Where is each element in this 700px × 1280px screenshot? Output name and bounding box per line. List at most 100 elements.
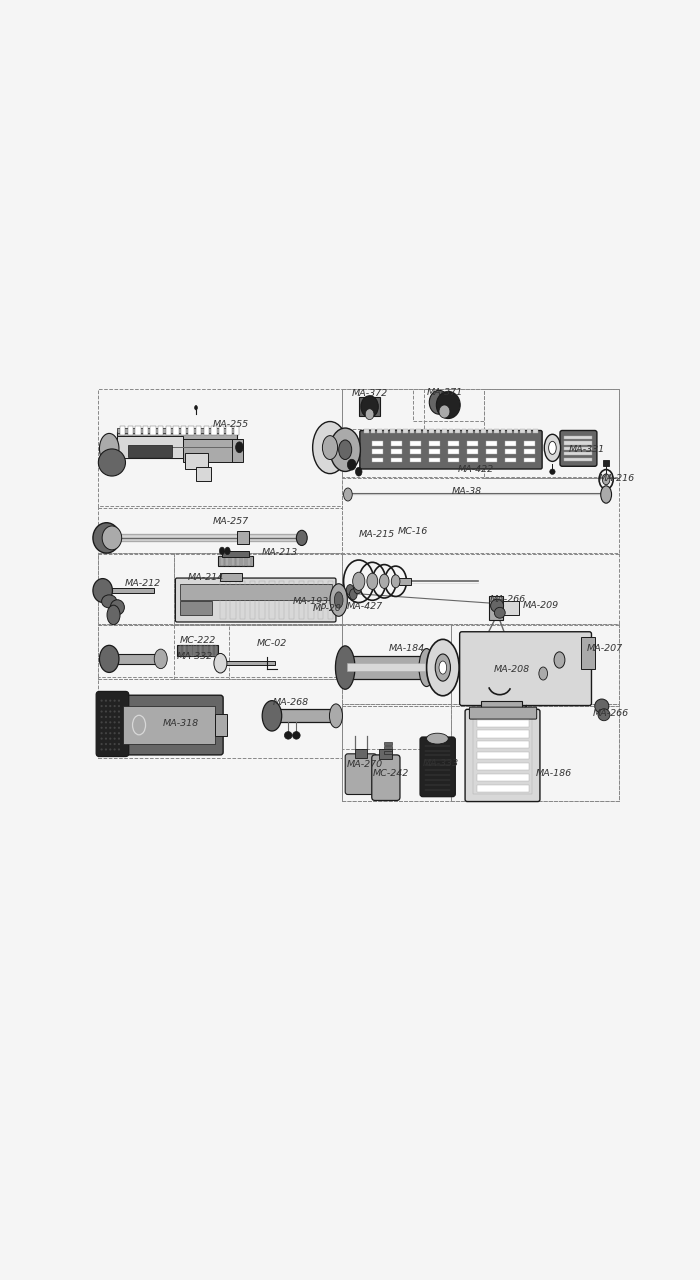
Bar (429, 429, 433, 433)
Bar (196, 645, 200, 657)
Bar (355, 749, 367, 758)
Bar (234, 426, 239, 435)
Bar (520, 429, 525, 433)
Ellipse shape (361, 396, 378, 417)
Ellipse shape (335, 646, 355, 689)
Text: MA-255: MA-255 (214, 420, 249, 429)
Bar (372, 449, 383, 454)
Text: MA-215: MA-215 (358, 530, 395, 539)
Text: MA-184: MA-184 (389, 644, 425, 653)
Bar (211, 426, 216, 435)
FancyBboxPatch shape (470, 707, 537, 719)
Text: MA-318: MA-318 (162, 719, 199, 728)
Bar (342, 389, 424, 429)
Ellipse shape (330, 584, 347, 616)
Ellipse shape (595, 699, 609, 713)
Bar (390, 429, 395, 433)
Bar (527, 429, 531, 433)
Ellipse shape (347, 460, 356, 470)
Bar (482, 429, 486, 433)
Ellipse shape (419, 649, 434, 686)
Bar (524, 442, 535, 445)
Bar (207, 645, 211, 657)
Bar (180, 645, 183, 657)
Bar (514, 429, 518, 433)
Text: MA-214: MA-214 (188, 573, 224, 582)
Bar (345, 657, 426, 678)
FancyBboxPatch shape (345, 754, 377, 795)
Bar (494, 429, 498, 433)
Bar (372, 458, 383, 462)
Ellipse shape (550, 468, 555, 475)
Text: MA-38: MA-38 (452, 488, 482, 497)
Bar (416, 429, 421, 433)
Ellipse shape (98, 449, 125, 476)
Ellipse shape (602, 474, 610, 485)
Bar (442, 429, 447, 433)
Ellipse shape (118, 716, 120, 718)
Text: MC-02: MC-02 (257, 639, 287, 648)
Ellipse shape (113, 737, 116, 740)
Ellipse shape (335, 591, 343, 608)
Ellipse shape (219, 547, 225, 554)
Ellipse shape (109, 716, 111, 718)
Bar (342, 389, 620, 479)
Bar (289, 581, 294, 620)
Ellipse shape (339, 440, 351, 460)
Ellipse shape (354, 582, 361, 594)
Ellipse shape (109, 742, 111, 745)
Bar (122, 707, 215, 744)
Text: MC-16: MC-16 (398, 527, 428, 536)
Ellipse shape (344, 488, 352, 500)
Text: MA-270: MA-270 (346, 760, 383, 769)
Bar (177, 645, 218, 657)
Text: MA-266: MA-266 (490, 595, 526, 604)
Bar (219, 426, 224, 435)
Ellipse shape (105, 716, 107, 718)
Ellipse shape (109, 727, 111, 728)
Ellipse shape (549, 442, 557, 454)
Bar (489, 596, 503, 621)
Bar (462, 429, 466, 433)
Ellipse shape (101, 705, 103, 707)
Bar (342, 750, 451, 801)
Ellipse shape (118, 727, 120, 728)
Bar (358, 397, 381, 416)
Text: MA-371: MA-371 (426, 388, 463, 397)
Bar (429, 449, 440, 454)
Bar (120, 426, 125, 435)
Bar (410, 442, 421, 445)
Bar (236, 556, 240, 566)
Ellipse shape (105, 710, 107, 713)
Ellipse shape (101, 749, 103, 750)
FancyBboxPatch shape (372, 755, 400, 800)
Bar (468, 458, 478, 462)
Bar (481, 701, 522, 718)
Ellipse shape (101, 737, 103, 740)
Bar (318, 581, 323, 620)
Bar (98, 389, 342, 508)
Bar (477, 774, 528, 781)
Bar (505, 442, 516, 445)
Bar (127, 426, 133, 435)
Bar (524, 458, 535, 462)
Ellipse shape (426, 639, 459, 696)
Bar (391, 449, 402, 454)
Bar (212, 645, 216, 657)
Bar (486, 442, 497, 445)
Bar (174, 553, 342, 625)
Bar (174, 623, 342, 678)
Ellipse shape (101, 721, 103, 723)
Bar (232, 439, 243, 462)
FancyBboxPatch shape (176, 579, 336, 622)
Bar (429, 458, 440, 462)
Bar (377, 429, 382, 433)
Bar (103, 588, 154, 593)
Ellipse shape (554, 652, 565, 668)
Bar (477, 785, 528, 792)
Bar (135, 426, 141, 435)
Bar (190, 645, 195, 657)
Bar (477, 753, 528, 759)
Bar (196, 467, 211, 481)
Bar (603, 460, 610, 466)
